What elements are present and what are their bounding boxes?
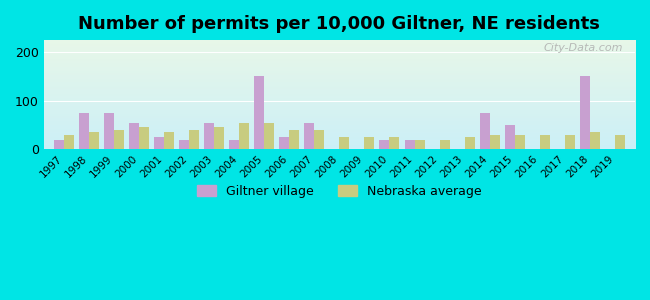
Bar: [204, 122, 214, 149]
Bar: [154, 137, 164, 149]
Bar: [89, 132, 99, 149]
Bar: [189, 130, 199, 149]
Bar: [289, 130, 299, 149]
Bar: [480, 113, 489, 149]
Bar: [239, 122, 249, 149]
Legend: Giltner village, Nebraska average: Giltner village, Nebraska average: [192, 180, 487, 203]
Bar: [214, 128, 224, 149]
Bar: [580, 76, 590, 149]
Bar: [365, 137, 374, 149]
Bar: [264, 122, 274, 149]
Bar: [304, 122, 315, 149]
Bar: [164, 132, 174, 149]
Bar: [229, 140, 239, 149]
Bar: [504, 125, 515, 149]
Bar: [280, 137, 289, 149]
Bar: [465, 137, 474, 149]
Bar: [540, 135, 550, 149]
Title: Number of permits per 10,000 Giltner, NE residents: Number of permits per 10,000 Giltner, NE…: [79, 15, 601, 33]
Text: City-Data.com: City-Data.com: [543, 44, 623, 53]
Bar: [389, 137, 400, 149]
Bar: [439, 140, 450, 149]
Bar: [315, 130, 324, 149]
Bar: [615, 135, 625, 149]
Bar: [54, 140, 64, 149]
Bar: [254, 76, 264, 149]
Bar: [139, 128, 149, 149]
Bar: [179, 140, 189, 149]
Bar: [380, 140, 389, 149]
Bar: [64, 135, 74, 149]
Bar: [489, 135, 500, 149]
Bar: [565, 135, 575, 149]
Bar: [404, 140, 415, 149]
Bar: [515, 135, 525, 149]
Bar: [590, 132, 600, 149]
Bar: [339, 137, 350, 149]
Bar: [79, 113, 89, 149]
Bar: [104, 113, 114, 149]
Bar: [114, 130, 124, 149]
Bar: [129, 122, 139, 149]
Bar: [415, 140, 424, 149]
